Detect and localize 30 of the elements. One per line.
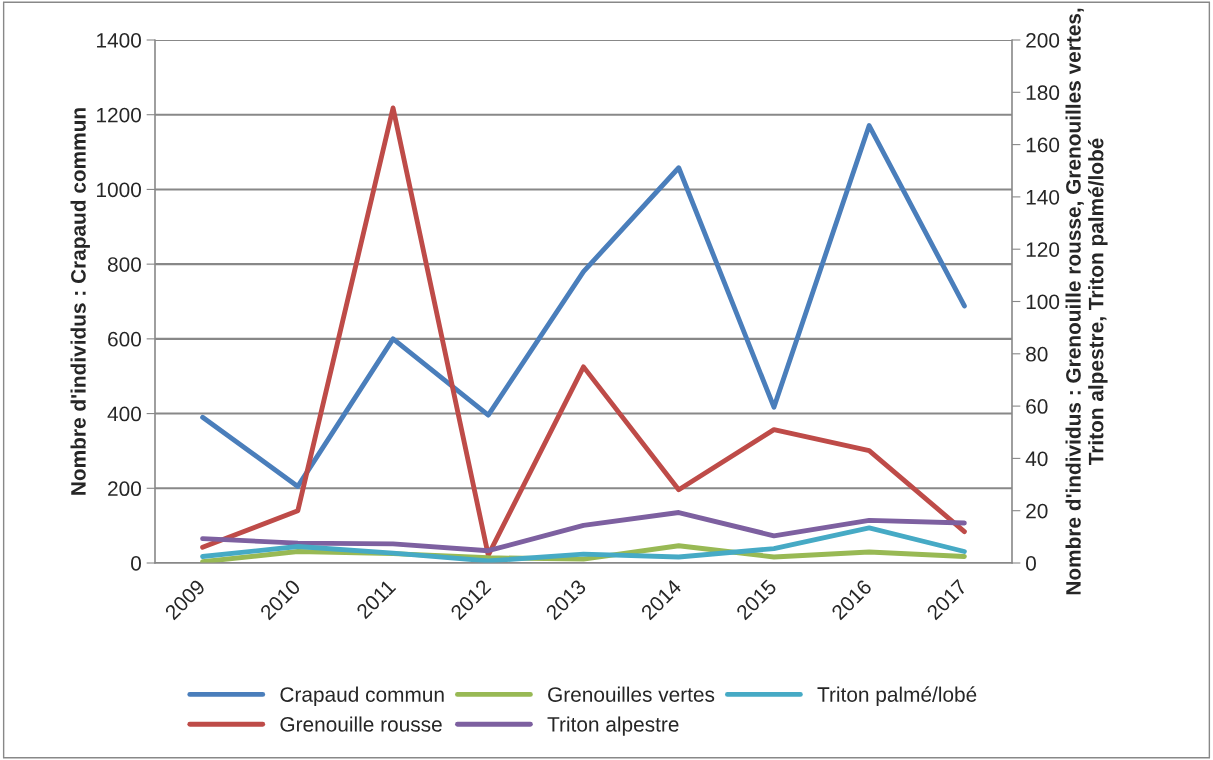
y2-tick-label: 160 [1026,137,1060,153]
y-tick-label: 0 [131,556,141,571]
y-tick-label: 400 [107,406,141,422]
y2-axis-title: Nombre d'individus : Grenouille rousse, Grenouilles vertes, Triton alpestre, Triton palmé/lobé [1065,8,1108,595]
y2-tick-label: 200 [1026,33,1060,48]
y2-tick-label: 0 [1026,556,1036,571]
y-tick-label: 200 [108,481,141,497]
y2-tick-label: 60 [1026,399,1048,414]
y-axis-title: Nombre d'individus : Crapaud commun [70,108,90,495]
y-tick-label: 1200 [97,107,141,123]
line-series [200,123,967,489]
y2-tick-label: 80 [1026,346,1048,362]
y2-tick-label: 120 [1026,242,1060,257]
y2-tick-label: 40 [1025,451,1048,467]
line-series [200,525,967,563]
y-tick-label: 600 [108,331,141,347]
y2-tick-label: 140 [1026,189,1060,205]
y2-tick-label: 100 [1026,294,1060,310]
legend-label: Grenouille rousse [280,716,442,732]
y2-tick-label: 180 [1026,85,1060,101]
y-tick-label: 800 [107,257,141,272]
line-series [200,510,967,554]
y-tick-label: 1000 [97,182,141,198]
legend-label: Triton palmé/lobé [817,686,977,707]
y2-tick-label: 20 [1026,503,1048,519]
legend-label: Triton alpestre [547,716,679,736]
legend-label: Grenouilles vertes [548,686,715,702]
legend-label: Crapaud commun [280,686,444,707]
line-series [200,105,967,558]
y-tick-label: 1400 [97,33,141,48]
